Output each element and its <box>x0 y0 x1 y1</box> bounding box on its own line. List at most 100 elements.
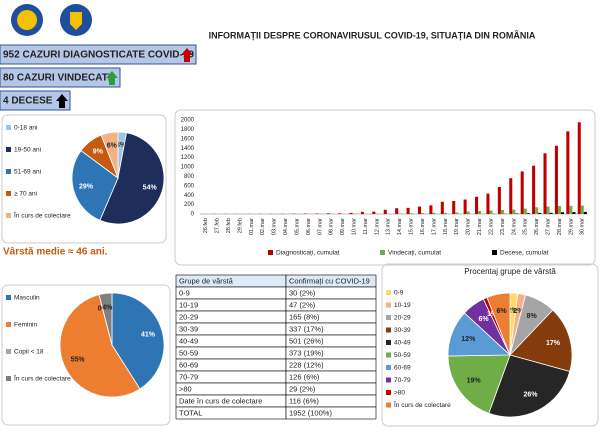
x-tick-label: 08.mar <box>329 218 335 235</box>
table-text: 501 (26%) <box>289 336 324 345</box>
banner-box <box>0 67 121 88</box>
legend-label: Vindecați, cumulat <box>388 250 441 257</box>
x-tick-label: 23.mar <box>500 218 506 235</box>
x-tick-label: 20.mar <box>466 218 472 235</box>
legend-swatch <box>386 302 391 308</box>
bar <box>572 212 576 214</box>
legend-swatch <box>6 322 11 327</box>
x-tick-label: 18.mar <box>443 218 449 235</box>
bar <box>395 208 399 214</box>
legend-label: 70-79 <box>394 377 411 384</box>
x-tick-label: 05.mar <box>294 218 300 235</box>
pie-slice <box>100 131 119 179</box>
bar <box>520 171 524 214</box>
legend-swatch <box>386 315 391 320</box>
x-tick-label: 22.mar <box>488 218 494 235</box>
x-tick-label: 17.mar <box>431 218 437 235</box>
legend-label: 0-9 <box>394 290 404 297</box>
bar <box>557 206 561 214</box>
bar <box>443 212 447 214</box>
bar <box>429 205 433 214</box>
bar <box>560 212 565 214</box>
banner-text: 952 CAZURI DIAGNOSTICATE COVID-19 <box>3 50 194 61</box>
table-text: TOTAL <box>179 408 202 417</box>
data-label: 29% <box>79 183 94 190</box>
legend-label: În curs de colectare <box>13 211 71 220</box>
table-text: 1952 (100%) <box>289 408 332 417</box>
y-tick-label: 200 <box>184 202 195 208</box>
data-label: 19% <box>467 378 482 385</box>
bar <box>360 211 364 214</box>
bar <box>406 207 410 214</box>
y-tick-label: 1200 <box>181 155 195 161</box>
data-label: 3% <box>116 142 127 149</box>
bar <box>526 213 530 214</box>
bar <box>515 213 519 214</box>
x-tick-label: 14.mar <box>397 218 403 235</box>
x-tick-label: 26.mar <box>534 218 540 235</box>
panel <box>1 114 167 244</box>
x-tick-label: 27.mar <box>546 218 552 235</box>
table-text: 165 (8%) <box>289 312 320 321</box>
x-tick-label: 01.mar <box>249 218 255 235</box>
legend-swatch <box>6 191 11 196</box>
legend-label: În curs de colectare <box>393 400 451 409</box>
x-tick-label: 26.feb <box>203 218 209 233</box>
bar <box>421 213 425 214</box>
legend-label: Copii < 18 <box>14 349 44 356</box>
x-tick-label: 28.feb <box>226 218 232 233</box>
legend-swatch <box>6 147 11 152</box>
data-label: 55% <box>71 357 86 364</box>
table-text: 373 (19%) <box>289 348 324 357</box>
data-label: 6% <box>478 316 489 323</box>
bar <box>486 193 490 214</box>
arrow-up <box>106 71 118 85</box>
bar <box>523 208 527 214</box>
y-tick-label: 400 <box>184 193 195 199</box>
legend-swatch <box>6 349 11 354</box>
legend-swatch <box>6 169 11 174</box>
bar <box>463 199 467 214</box>
data-label: 6% <box>107 142 118 149</box>
legend-swatch <box>380 250 385 255</box>
y-tick-label: 1000 <box>181 165 195 171</box>
legend-label: 30-39 <box>394 327 411 334</box>
x-tick-label: 06.mar <box>306 218 312 235</box>
legend-label: 20-29 <box>394 315 411 322</box>
bar <box>489 210 493 214</box>
table-text: 0-9 <box>179 288 190 297</box>
x-tick-label: 03.mar <box>272 218 278 235</box>
table-cell <box>285 406 377 420</box>
x-tick-label: 28.mar <box>557 218 563 235</box>
panel <box>174 109 596 266</box>
bar <box>349 212 353 214</box>
legend-swatch <box>268 250 273 255</box>
table-text: 126 (6%) <box>289 372 320 381</box>
bar <box>452 200 456 214</box>
legend-label: În curs de colectare <box>13 374 71 383</box>
bar <box>549 212 553 214</box>
legend-label: 51-69 ani <box>14 169 41 176</box>
data-label: 4% <box>102 305 113 312</box>
legend-label: 19-50 ani <box>14 147 41 154</box>
bar <box>497 186 501 214</box>
bar <box>546 206 550 214</box>
bar <box>326 213 330 214</box>
data-label: 6% <box>496 308 507 315</box>
data-label: 54% <box>143 184 158 191</box>
x-tick-label: 24.mar <box>511 218 517 235</box>
legend-swatch <box>386 290 391 295</box>
bar <box>569 205 573 214</box>
legend-label: Feminin <box>14 322 38 329</box>
pie-slice <box>98 292 113 346</box>
pie-slice <box>488 354 571 418</box>
legend-swatch <box>492 250 497 255</box>
table-text: 30 (2%) <box>289 288 316 297</box>
page-title: INFORMAȚII DESPRE CORONAVIRUSUL COVID-19… <box>209 29 536 40</box>
legend-swatch <box>6 295 11 300</box>
table-text: 20-29 <box>179 312 198 321</box>
pie-slice <box>509 309 573 373</box>
data-label: 2% <box>508 307 519 314</box>
x-tick-label: 11.mar <box>363 218 369 235</box>
chart-title: Procentaj grupe de vârstă <box>464 267 556 276</box>
